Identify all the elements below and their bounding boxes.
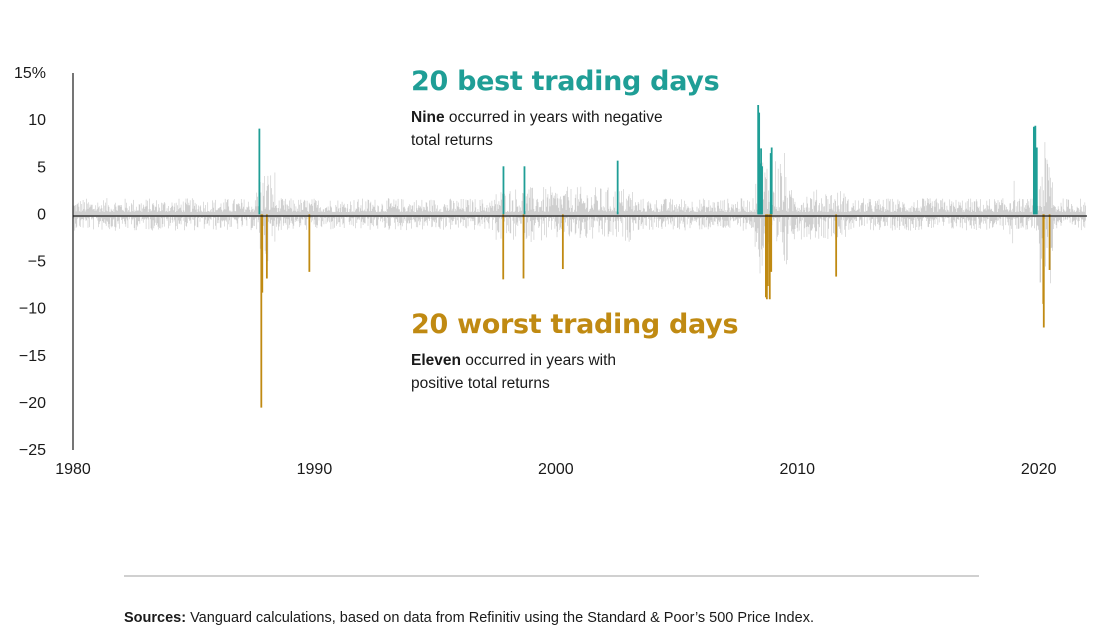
y-tick-label: 0 bbox=[37, 206, 46, 223]
worst-days-count: Eleven bbox=[411, 352, 461, 369]
sources-text: Vanguard calculations, based on data fro… bbox=[186, 610, 814, 626]
y-tick-label: 5 bbox=[37, 159, 46, 176]
daily-returns-bars bbox=[73, 142, 1086, 284]
sources-note: Sources: Vanguard calculations, based on… bbox=[124, 610, 814, 626]
x-tick-label: 1990 bbox=[297, 461, 333, 478]
y-tick-label: −5 bbox=[28, 254, 46, 271]
footer-divider bbox=[124, 575, 979, 577]
worst-days-note-text: occurred in years with positive total re… bbox=[411, 352, 617, 392]
best-days-count: Nine bbox=[411, 109, 445, 126]
daily-returns-background bbox=[73, 142, 1086, 284]
sources-label: Sources: bbox=[124, 610, 187, 626]
y-tick-label: 10 bbox=[28, 112, 46, 129]
x-tick-label: 2020 bbox=[1021, 461, 1057, 478]
worst-days-title: 20 worst trading days bbox=[411, 309, 739, 340]
best-days-title: 20 best trading days bbox=[411, 66, 720, 97]
x-axis-tick-labels: 1980 1990 2000 2010 2020 bbox=[55, 461, 1056, 478]
y-axis-tick-labels: 15% 10 5 0 −5 −10 −15 −20 −25 bbox=[14, 65, 46, 459]
best-days-note-text: occurred in years with negative total re… bbox=[411, 109, 663, 149]
y-tick-label: −25 bbox=[19, 442, 46, 459]
best-days-note: Nine occurred in years with negative tot… bbox=[411, 106, 671, 152]
y-tick-label: −10 bbox=[19, 301, 46, 318]
y-tick-label: −20 bbox=[19, 395, 46, 412]
worst-days-series bbox=[260, 214, 1051, 408]
best-days-series bbox=[258, 105, 1038, 215]
x-tick-label: 2000 bbox=[538, 461, 574, 478]
y-tick-label: −15 bbox=[19, 348, 46, 365]
y-tick-label: 15% bbox=[14, 65, 46, 82]
x-tick-label: 1980 bbox=[55, 461, 91, 478]
x-tick-label: 2010 bbox=[779, 461, 815, 478]
worst-days-note: Eleven occurred in years with positive t… bbox=[411, 349, 671, 395]
